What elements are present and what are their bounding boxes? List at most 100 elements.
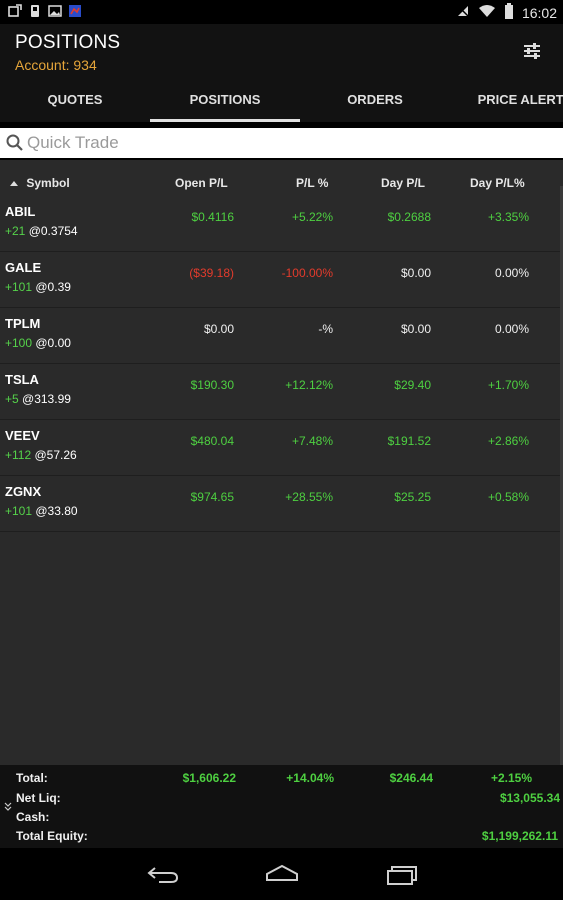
row-price: @0.3754	[28, 224, 78, 238]
row-symbol: VEEV	[5, 428, 40, 443]
sort-up-icon	[9, 176, 19, 190]
table-row[interactable]: ZGNX +101 @33.80 $974.65 +28.55% $25.25 …	[0, 476, 560, 532]
image-icon	[48, 4, 62, 18]
positions-table: Symbol Open P/L P/L % Day P/L Day P/L% A…	[0, 160, 563, 770]
sim-icon	[28, 4, 42, 18]
sort-symbol-header[interactable]: Symbol	[9, 176, 70, 190]
row-day-pl: $29.40	[394, 378, 431, 392]
row-pl-pct: +7.48%	[291, 434, 333, 448]
row-quantity: +21 @0.3754	[5, 224, 78, 238]
tab-orders[interactable]: ORDERS	[347, 92, 403, 107]
row-open-pl: $0.4116	[191, 210, 235, 224]
system-nav-bar	[0, 848, 563, 900]
status-right: 16:02	[456, 3, 557, 22]
table-row[interactable]: VEEV +112 @57.26 $480.04 +7.48% $191.52 …	[0, 420, 560, 476]
row-qty: +100	[5, 336, 33, 350]
row-price: @33.80	[35, 504, 78, 518]
row-symbol: TSLA	[5, 372, 39, 387]
battery-icon	[504, 3, 514, 22]
row-open-pl: $0.00	[203, 322, 234, 336]
column-pl-pct[interactable]: P/L %	[296, 176, 329, 190]
row-day-pl-pct: +0.58%	[487, 490, 529, 504]
tab-quotes[interactable]: QUOTES	[47, 92, 103, 107]
row-quantity: +101 @33.80	[5, 504, 78, 518]
status-bar: 16:02	[0, 0, 563, 24]
totals-footer: Total: $1,606.22 +14.04% $246.44 +2.15% …	[0, 765, 563, 848]
row-symbol: GALE	[5, 260, 42, 275]
account-label[interactable]: Account: 934	[15, 57, 97, 73]
row-quantity: +101 @0.39	[5, 280, 71, 294]
row-open-pl: $480.04	[190, 434, 234, 448]
row-qty: +5	[5, 392, 19, 406]
row-pl-pct: -100.00%	[281, 266, 333, 280]
net-liq-label: Net Liq:	[16, 791, 61, 805]
row-quantity: +100 @0.00	[5, 336, 71, 350]
row-day-pl-pct: +3.35%	[487, 210, 529, 224]
net-liq-value: $13,055.34	[499, 791, 560, 805]
table-row[interactable]: ABIL +21 @0.3754 $0.4116 +5.22% $0.2688 …	[0, 196, 560, 252]
row-price: @0.39	[35, 280, 71, 294]
row-day-pl: $0.2688	[387, 210, 431, 224]
row-open-pl: $190.30	[190, 378, 234, 392]
table-row[interactable]: GALE +101 @0.39 ($39.18) -100.00% $0.00 …	[0, 252, 560, 308]
row-symbol: TPLM	[5, 316, 41, 331]
home-icon[interactable]	[264, 862, 300, 886]
back-icon[interactable]	[145, 862, 181, 886]
total-equity-value: $1,199,262.11	[481, 829, 558, 843]
signal-icon	[456, 4, 470, 21]
quick-trade-bar	[0, 128, 563, 158]
row-day-pl: $191.52	[387, 434, 431, 448]
row-open-pl: ($39.18)	[189, 266, 234, 280]
column-open-pl[interactable]: Open P/L	[175, 176, 228, 190]
row-day-pl-pct: +1.70%	[487, 378, 529, 392]
app-icon	[68, 4, 82, 18]
page-title: POSITIONS	[15, 32, 121, 53]
status-left-icons	[8, 4, 82, 18]
sliders-icon[interactable]	[521, 40, 543, 62]
column-symbol: Symbol	[26, 176, 70, 190]
row-pl-pct: +12.12%	[285, 378, 333, 392]
search-icon	[5, 133, 25, 153]
tab-bar: QUOTES POSITIONS ORDERS PRICE ALERTS	[0, 80, 563, 122]
total-day-pl: $246.44	[389, 771, 433, 785]
row-pl-pct: -%	[318, 322, 333, 336]
total-pl-pct: +14.04%	[286, 771, 334, 785]
row-quantity: +5 @313.99	[5, 392, 71, 406]
row-qty: +101	[5, 280, 33, 294]
tab-price-alerts[interactable]: PRICE ALERTS	[477, 92, 563, 107]
recent-apps-icon[interactable]	[384, 862, 420, 886]
row-pl-pct: +28.55%	[285, 490, 333, 504]
row-day-pl: $25.25	[394, 490, 431, 504]
row-day-pl-pct: 0.00%	[494, 322, 529, 336]
row-symbol: ABIL	[5, 204, 36, 219]
scrollbar[interactable]	[560, 186, 563, 770]
row-price: @313.99	[22, 392, 71, 406]
total-label: Total:	[16, 771, 48, 785]
row-price: @0.00	[35, 336, 71, 350]
app-header: POSITIONS Account: 934	[0, 24, 563, 80]
quick-trade-input[interactable]	[25, 133, 545, 153]
row-pl-pct: +5.22%	[291, 210, 333, 224]
cash-label: Cash:	[16, 810, 50, 824]
total-day-pl-pct: +2.15%	[490, 771, 532, 785]
tab-positions[interactable]: POSITIONS	[150, 80, 300, 122]
row-qty: +21	[5, 224, 26, 238]
table-row[interactable]: TPLM +100 @0.00 $0.00 -% $0.00 0.00%	[0, 308, 560, 364]
status-time: 16:02	[521, 4, 557, 21]
row-qty: +112	[5, 448, 32, 462]
table-row[interactable]: TSLA +5 @313.99 $190.30 +12.12% $29.40 +…	[0, 364, 560, 420]
row-day-pl-pct: +2.86%	[487, 434, 529, 448]
row-day-pl: $0.00	[400, 266, 431, 280]
row-quantity: +112 @57.26	[5, 448, 77, 462]
table-header: Symbol Open P/L P/L % Day P/L Day P/L%	[0, 170, 563, 196]
expand-icon[interactable]	[4, 802, 12, 815]
wifi-icon	[478, 4, 496, 21]
row-symbol: ZGNX	[5, 484, 42, 499]
row-day-pl: $0.00	[400, 322, 431, 336]
row-qty: +101	[5, 504, 33, 518]
column-day-pl-pct[interactable]: Day P/L%	[470, 176, 525, 190]
column-day-pl[interactable]: Day P/L	[381, 176, 426, 190]
row-price: @57.26	[34, 448, 77, 462]
total-equity-label: Total Equity:	[16, 829, 88, 843]
row-open-pl: $974.65	[190, 490, 234, 504]
